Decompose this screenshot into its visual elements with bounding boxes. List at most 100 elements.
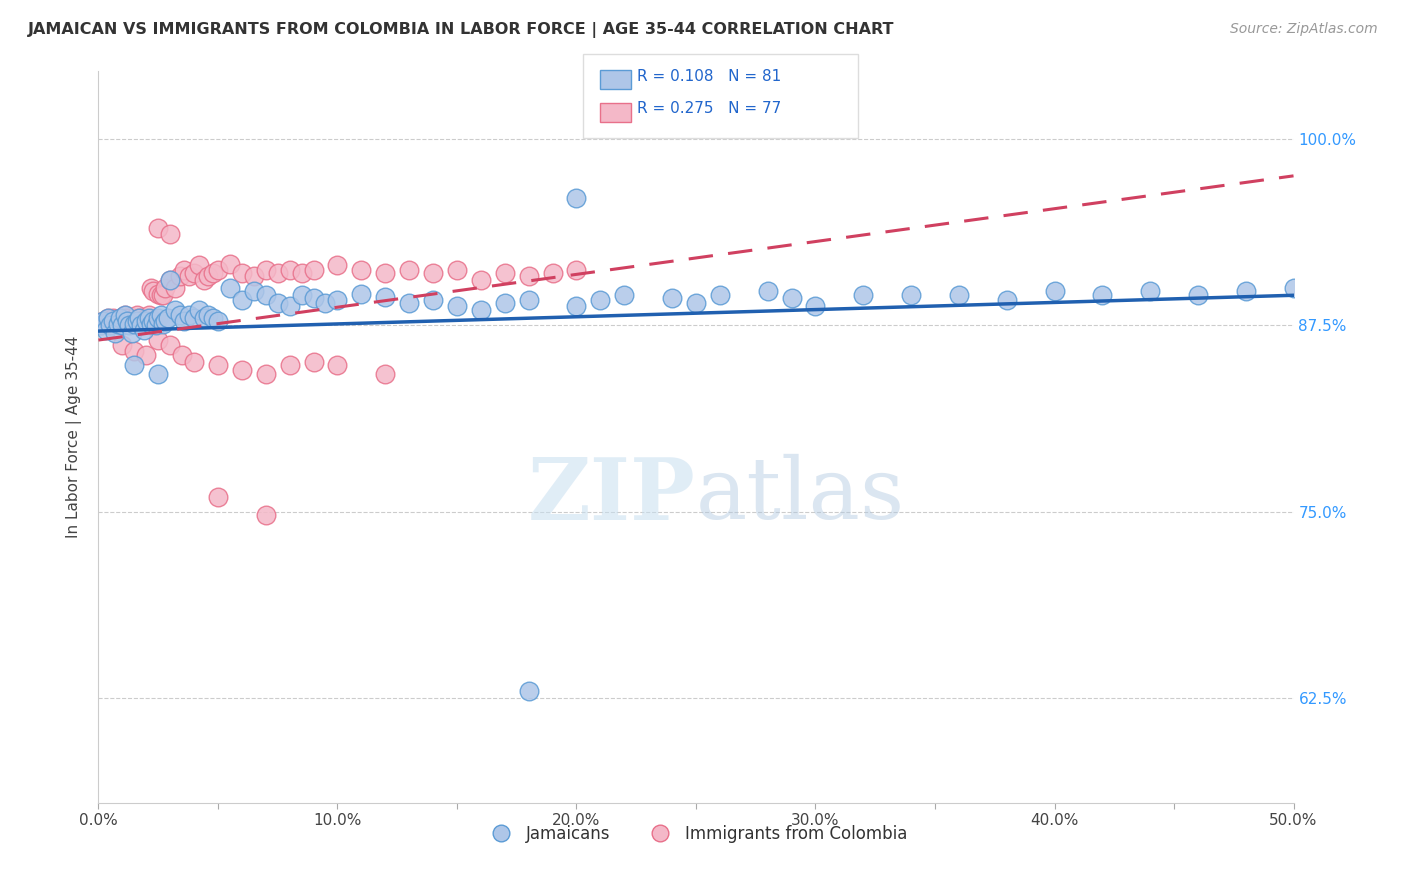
Point	[173, 313, 195, 327]
Point	[125, 308, 148, 322]
Point	[98, 318, 122, 332]
Point	[152, 288, 174, 302]
Point	[90, 318, 112, 332]
Point	[148, 310, 170, 325]
Point	[131, 313, 153, 327]
Text: R = 0.108   N = 81: R = 0.108 N = 81	[637, 69, 782, 84]
Point	[173, 263, 195, 277]
Point	[183, 355, 205, 369]
Point	[207, 490, 229, 504]
Point	[148, 221, 170, 235]
Point	[254, 368, 277, 382]
Point	[565, 263, 588, 277]
Point	[159, 227, 181, 241]
Point	[104, 326, 127, 340]
Point	[163, 303, 186, 318]
Point	[159, 273, 181, 287]
Point	[202, 266, 225, 280]
Text: JAMAICAN VS IMMIGRANTS FROM COLOMBIA IN LABOR FORCE | AGE 35-44 CORRELATION CHAR: JAMAICAN VS IMMIGRANTS FROM COLOMBIA IN …	[28, 22, 894, 38]
Point	[1187, 288, 1209, 302]
Point	[197, 268, 219, 283]
Point	[152, 317, 174, 331]
Point	[145, 318, 167, 332]
Point	[111, 313, 134, 327]
Point	[709, 288, 731, 302]
Point	[589, 293, 612, 307]
Point	[172, 348, 194, 362]
Text: ZIP: ZIP	[529, 454, 696, 538]
Point	[398, 263, 420, 277]
Point	[565, 191, 588, 205]
Point	[470, 303, 492, 318]
Point	[243, 284, 266, 298]
Point	[148, 368, 170, 382]
Point	[187, 303, 209, 318]
Point	[108, 310, 131, 325]
Point	[374, 266, 396, 280]
Point	[446, 299, 468, 313]
Point	[661, 291, 683, 305]
Point	[326, 259, 349, 273]
Point	[243, 268, 266, 283]
Text: atlas: atlas	[696, 454, 905, 537]
Point	[163, 281, 186, 295]
Point	[128, 310, 150, 325]
Point	[131, 318, 153, 332]
Point	[494, 295, 516, 310]
Point	[291, 288, 314, 302]
Point	[517, 293, 540, 307]
Point	[118, 313, 141, 327]
Point	[124, 317, 146, 331]
Point	[98, 313, 122, 327]
Point	[193, 310, 215, 325]
Point	[804, 299, 827, 313]
Text: R = 0.275   N = 77: R = 0.275 N = 77	[637, 101, 782, 116]
Point	[254, 288, 277, 302]
Point	[148, 286, 170, 301]
Point	[90, 318, 112, 332]
Point	[900, 288, 922, 302]
Point	[138, 308, 160, 322]
Point	[852, 288, 875, 302]
Point	[278, 299, 301, 313]
Point	[115, 310, 138, 325]
Point	[169, 308, 191, 322]
Point	[118, 318, 141, 332]
Point	[148, 333, 170, 347]
Point	[114, 308, 136, 322]
Point	[267, 266, 290, 280]
Point	[149, 288, 172, 302]
Point	[267, 295, 290, 310]
Point	[613, 288, 636, 302]
Point	[231, 293, 253, 307]
Point	[121, 326, 143, 340]
Point	[302, 291, 325, 305]
Point	[302, 263, 325, 277]
Point	[446, 263, 468, 277]
Point	[135, 348, 157, 362]
Y-axis label: In Labor Force | Age 35-44: In Labor Force | Age 35-44	[66, 336, 83, 538]
Point	[302, 355, 325, 369]
Point	[254, 508, 277, 522]
Point	[145, 313, 167, 327]
Point	[111, 337, 134, 351]
Point	[149, 308, 172, 322]
Point	[1234, 284, 1257, 298]
Point	[254, 263, 277, 277]
Point	[169, 268, 191, 283]
Point	[756, 284, 779, 298]
Point	[374, 290, 396, 304]
Point	[139, 317, 162, 331]
Point	[422, 266, 444, 280]
Point	[278, 263, 301, 277]
Point	[541, 266, 564, 280]
Point	[155, 281, 177, 295]
Point	[517, 683, 540, 698]
Point	[422, 293, 444, 307]
Point	[207, 313, 229, 327]
Point	[326, 293, 349, 307]
Point	[398, 295, 420, 310]
Point	[565, 299, 588, 313]
Point	[219, 257, 242, 271]
Point	[1282, 281, 1305, 295]
